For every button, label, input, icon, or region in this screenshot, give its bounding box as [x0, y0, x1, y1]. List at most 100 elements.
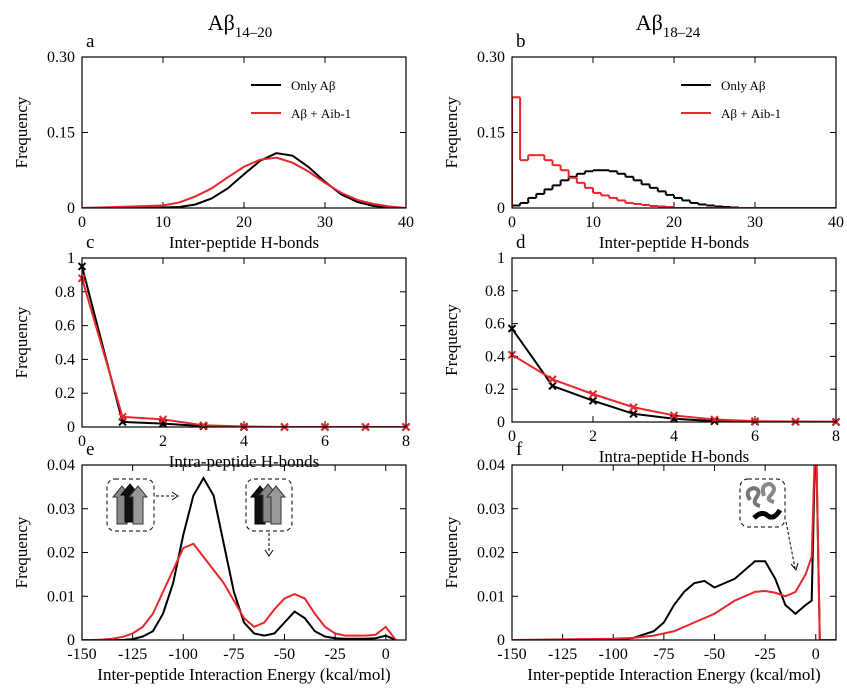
y-tick-label: 0.04	[477, 457, 505, 474]
marker	[548, 375, 557, 384]
y-tick-label: 0	[497, 200, 505, 217]
marker	[588, 389, 598, 399]
x-tick-label: -125	[548, 646, 577, 663]
x-axis-label: Inter-peptide H-bonds	[599, 233, 749, 252]
marker	[750, 416, 760, 426]
y-tick-label: 0.03	[477, 501, 505, 518]
y-tick-label: 0.15	[477, 125, 505, 142]
y-tick-label: 0.4	[485, 348, 505, 365]
x-tick-label: 4	[240, 433, 248, 450]
inset-sheet-parallel	[106, 478, 179, 532]
y-tick-label: 0	[497, 632, 505, 649]
x-tick-label: 40	[398, 214, 414, 231]
x-tick-label: -75	[223, 646, 244, 663]
series-line	[82, 277, 406, 427]
x-tick-label: 8	[832, 428, 840, 445]
x-tick-label: -100	[599, 646, 628, 663]
plot-area	[82, 476, 397, 640]
x-tick-label: 2	[589, 428, 597, 445]
y-tick-label: 0.2	[55, 385, 75, 402]
legend-label: Aβ + Aib-1	[721, 106, 781, 121]
y-tick-label: 0.01	[477, 588, 505, 605]
x-axis-label: Intra-peptide H-bonds	[169, 452, 320, 471]
x-axis-label: Inter-peptide Interaction Energy (kcal/m…	[97, 665, 390, 684]
plot-frame	[81, 257, 407, 428]
panel: d 0 0.2 0.4 0.6 0.8 1 0 2 4 6 8 Intra-peptide H-bond…	[442, 232, 841, 466]
marker	[629, 403, 638, 412]
x-tick-label: -150	[497, 646, 526, 663]
plot-frame	[81, 56, 407, 209]
x-tick-label: -75	[653, 646, 674, 663]
x-tick-label: -100	[169, 646, 198, 663]
y-tick-label: 0.02	[47, 545, 75, 562]
x-tick-label: 10	[585, 214, 601, 231]
legend-label: Only Aβ	[721, 78, 766, 93]
x-axis-label: Intra-peptide H-bonds	[599, 447, 750, 466]
marker	[710, 416, 719, 426]
legend-label: Only Aβ	[291, 78, 336, 93]
x-tick-label: -25	[324, 646, 345, 663]
y-tick-label: 0.6	[55, 318, 75, 335]
y-tick-label: 0.03	[47, 501, 75, 518]
y-tick-label: 0	[67, 200, 75, 217]
panel-letter: d	[516, 232, 526, 253]
x-tick-label: 0	[508, 428, 516, 445]
panel-letter: e	[86, 439, 94, 460]
panel-letter: f	[516, 439, 523, 460]
x-tick-label: 30	[317, 214, 333, 231]
x-tick-label: 20	[236, 214, 252, 231]
legend-label: Aβ + Aib-1	[291, 106, 351, 121]
title-main: Aβ	[208, 10, 235, 35]
plot-frame	[511, 464, 837, 641]
plot-area	[82, 266, 406, 427]
x-tick-label: 6	[321, 433, 329, 450]
x-tick-label: 4	[670, 428, 678, 445]
y-tick-label: 0.02	[477, 545, 505, 562]
x-tick-label: 0	[508, 214, 516, 231]
y-tick-label: 0.01	[47, 588, 75, 605]
title-subscript: 14–20	[235, 25, 273, 41]
x-tick-label: 6	[751, 428, 759, 445]
y-axis-label: Frequency	[12, 516, 31, 588]
plot-area	[512, 465, 836, 640]
panel-letter: c	[86, 232, 94, 253]
plot-frame	[511, 56, 837, 209]
plot-frame	[511, 257, 837, 423]
y-tick-label: 0.8	[485, 283, 505, 300]
x-tick-label: -25	[754, 646, 775, 663]
x-axis-label: Inter-peptide Interaction Energy (kcal/m…	[527, 665, 820, 684]
y-axis-label: Frequency	[442, 516, 461, 588]
marker	[158, 415, 168, 424]
y-tick-label: 0.2	[485, 381, 505, 398]
y-axis-label: Frequency	[442, 96, 461, 168]
inset-coil	[739, 478, 799, 572]
step-connector	[512, 170, 740, 208]
series-line	[82, 476, 397, 640]
marker	[548, 381, 557, 391]
series-line	[82, 152, 406, 208]
marker	[118, 412, 127, 422]
series-line	[512, 465, 836, 640]
x-tick-label: 0	[78, 433, 86, 450]
y-tick-label: 0.6	[485, 316, 505, 333]
x-tick-label: 8	[402, 433, 410, 450]
inset-sheet-mixed	[245, 478, 293, 557]
x-tick-label: -125	[118, 646, 147, 663]
panel-letter: a	[86, 31, 95, 52]
x-tick-label: 0	[382, 646, 390, 663]
panel-letter: b	[516, 31, 526, 52]
plot-area	[82, 152, 406, 208]
series-line	[82, 542, 397, 640]
step-connector	[512, 97, 675, 208]
x-tick-label: 30	[747, 214, 763, 231]
title-subscript: 18–24	[663, 25, 701, 41]
x-tick-label: 20	[666, 214, 682, 231]
x-tick-label: 0	[812, 646, 820, 663]
panel-title: Aβ18–24	[636, 10, 701, 41]
marker	[669, 411, 679, 420]
panel-title: Aβ14–20	[208, 10, 273, 41]
plot-frame	[81, 464, 407, 641]
y-tick-label: 0.30	[47, 49, 75, 66]
y-tick-label: 0.04	[47, 457, 75, 474]
